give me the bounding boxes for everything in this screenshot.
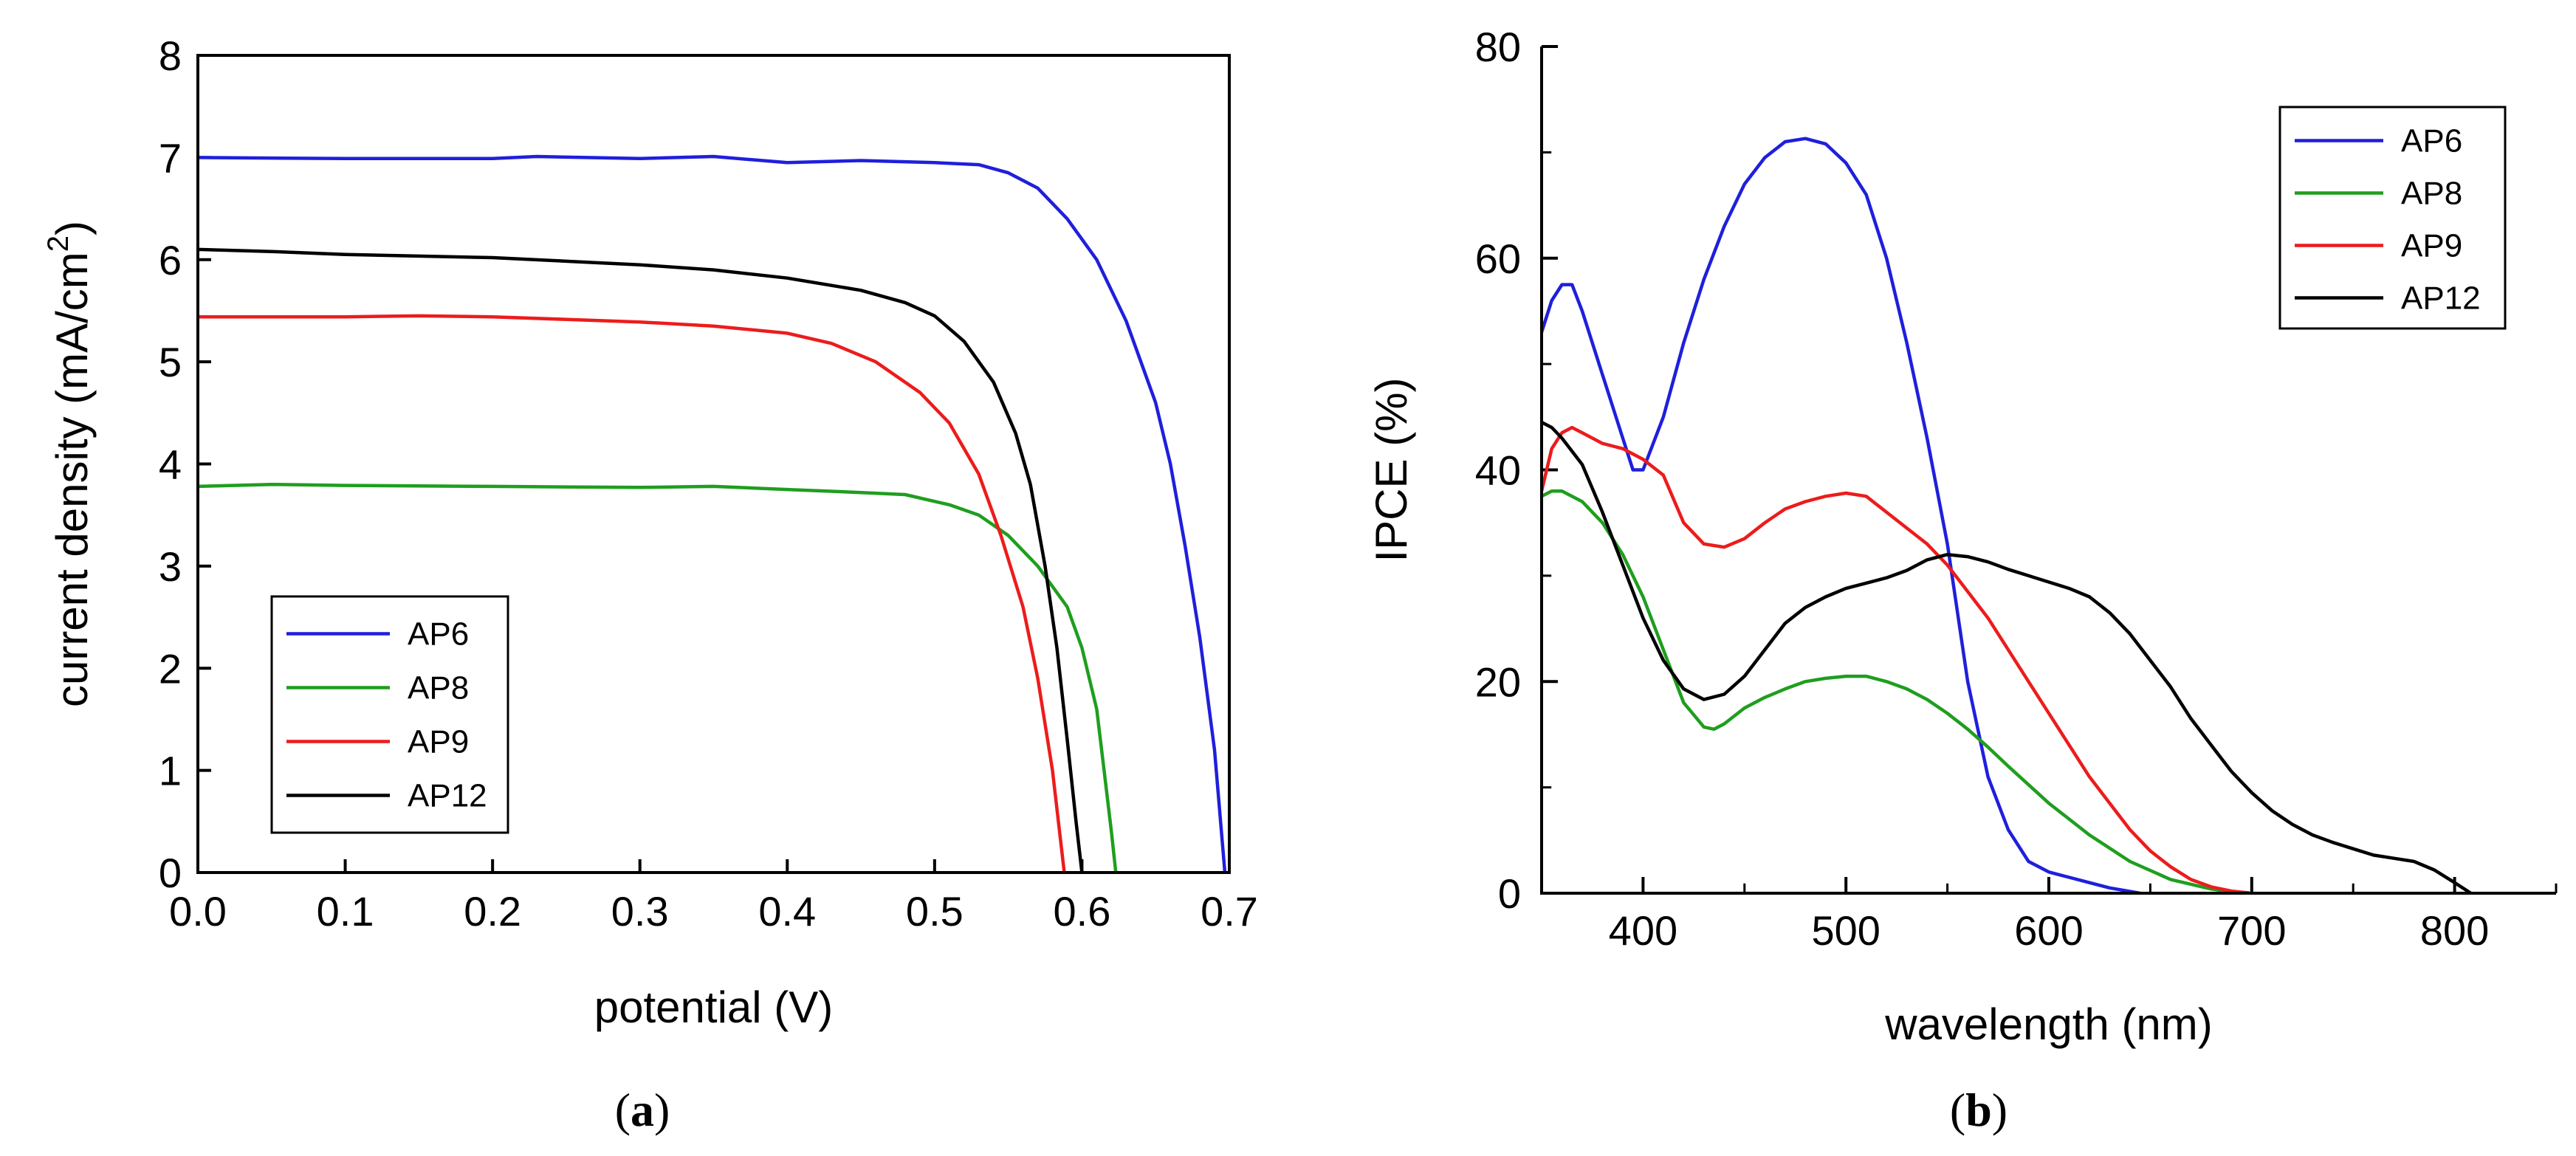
a-y-tick-label: 3: [159, 543, 182, 590]
a-x-tick-label: 0.2: [464, 888, 521, 935]
a-y-tick-label: 7: [159, 134, 182, 181]
chart-a-x-axis-label: potential (V): [594, 983, 834, 1032]
b-legend-box: [2278, 106, 2507, 330]
b-series-ap8: [1540, 489, 2242, 895]
a-y-tick-label: 1: [159, 748, 182, 794]
chart-b-axes: [1540, 47, 2556, 895]
a-series-ap9: [198, 314, 1066, 873]
chart-b-series-group: [1539, 137, 2472, 895]
chart-a-legend: AP6 AP8 AP9 AP12: [270, 595, 509, 834]
chart-b-x-tick-labels: 400 500 600 700 800: [1609, 907, 2490, 954]
chart-a-y-tick-labels: 0 1 2 3 4 5 6 7 8: [159, 32, 182, 896]
b-series-ap12: [1540, 421, 2472, 895]
a-x-tick-label: 0.1: [317, 888, 374, 935]
a-x-tick-label: 0.7: [1201, 888, 1258, 935]
chart-a-plot-frame: [196, 54, 1231, 874]
b-legend-label-ap12: AP12: [2401, 281, 2481, 317]
b-legend-label-ap9: AP9: [2401, 228, 2462, 264]
b-y-tick-label: 60: [1475, 235, 1521, 282]
chart-a-panel-label: (a): [615, 1084, 670, 1136]
b-x-tick-label: 600: [2014, 907, 2083, 954]
b-y-tick-label: 20: [1475, 658, 1521, 705]
a-series-ap6: [197, 154, 1227, 873]
a-y-tick-label: 5: [159, 339, 182, 385]
b-x-tick-label: 700: [2217, 907, 2286, 954]
a-legend-label-ap12: AP12: [408, 778, 487, 814]
chart-b-y-tick-labels: 0 20 40 60 80: [1475, 24, 1521, 917]
b-y-tick-label: 0: [1498, 870, 1521, 917]
chart-b: 400 500 600 700 800 0 20 40 60 80 wavelength (nm…: [1367, 24, 2558, 1136]
a-y-tick-label: 0: [159, 850, 182, 896]
chart-a: 0.0 0.1 0.2 0.3 0.4 0.5 0.6 0.7 0 1 2 3 4 5 6 7 8 poten…: [42, 32, 1258, 1136]
a-series-ap12: [197, 247, 1084, 873]
chart-b-y-axis-label: IPCE (%): [1367, 377, 1416, 562]
a-legend-label-ap6: AP6: [408, 616, 469, 653]
a-x-tick-label: 0.5: [906, 888, 964, 935]
a-x-tick-label: 0.3: [611, 888, 669, 935]
b-series-ap9: [1539, 425, 2253, 895]
b-legend-label-ap8: AP8: [2401, 176, 2462, 212]
b-series-ap6: [1539, 137, 2141, 895]
a-x-tick-label: 0.0: [169, 888, 227, 935]
b-x-tick-label: 800: [2420, 907, 2489, 954]
b-x-tick-label: 500: [1811, 907, 1880, 954]
a-y-tick-label: 4: [159, 441, 182, 488]
chart-a-series-group: [197, 154, 1227, 873]
a-legend-label-ap9: AP9: [408, 724, 469, 760]
b-y-tick-label: 80: [1475, 24, 1521, 70]
chart-a-x-tick-labels: 0.0 0.1 0.2 0.3 0.4 0.5 0.6 0.7: [169, 888, 1258, 935]
a-x-tick-label: 0.4: [758, 888, 816, 935]
chart-b-legend: AP6 AP8 AP9 AP12: [2278, 106, 2507, 330]
b-y-tick-label: 40: [1475, 447, 1521, 494]
a-x-tick-label: 0.6: [1053, 888, 1110, 935]
a-y-tick-label: 6: [159, 237, 182, 283]
chart-b-x-axis-label: wavelength (nm): [1884, 1000, 2213, 1049]
chart-b-panel-label: (b): [1950, 1084, 2007, 1136]
chart-a-y-axis-label-superscript: 2: [42, 235, 75, 252]
a-y-tick-label: 2: [159, 645, 182, 692]
a-legend-box: [270, 595, 509, 834]
a-series-ap8: [197, 482, 1118, 873]
b-legend-label-ap6: AP6: [2401, 123, 2462, 159]
a-y-tick-label: 8: [159, 32, 182, 79]
a-legend-label-ap8: AP8: [408, 670, 469, 706]
b-x-tick-label: 400: [1609, 907, 1677, 954]
chart-a-y-axis-label: current density (mA/cm2): [42, 221, 97, 707]
